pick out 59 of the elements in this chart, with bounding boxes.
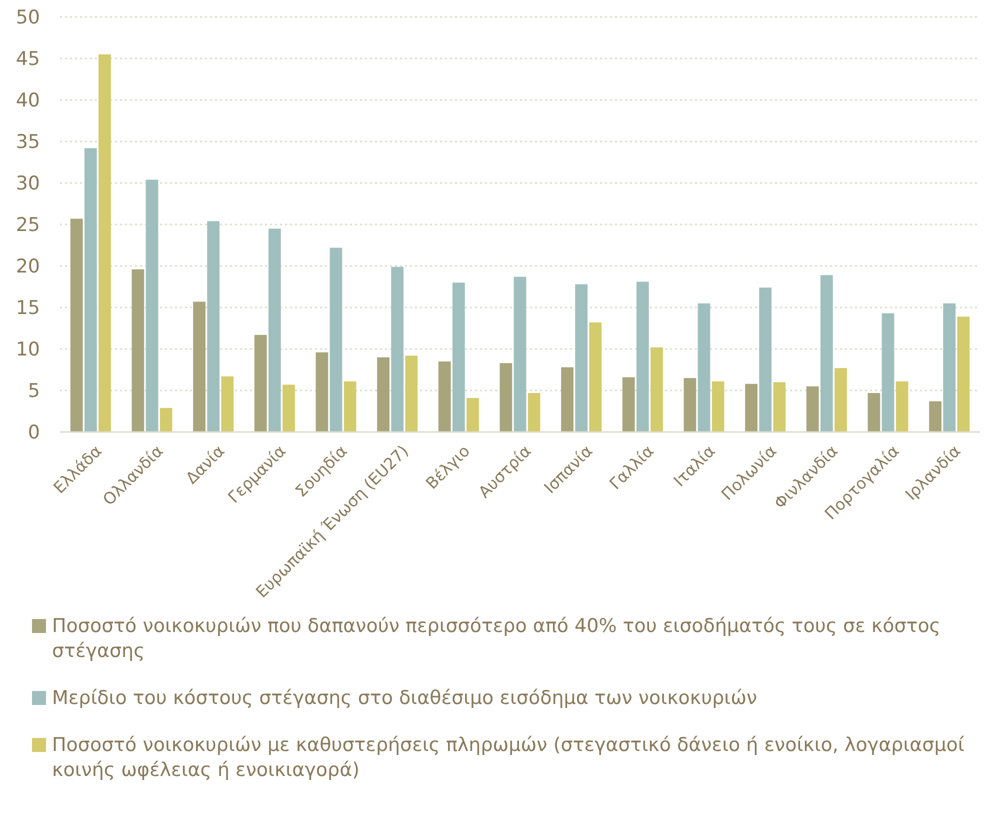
- bar: [70, 218, 83, 432]
- y-tick-label: 0: [28, 422, 40, 444]
- bar: [636, 282, 649, 432]
- bar: [882, 313, 894, 432]
- bar: [98, 54, 111, 432]
- bar: [466, 398, 479, 432]
- legend-label: Ποσοστό νοικοκυριών με καθυστερήσεις πληρωμών (στεγαστικό δάνειο ή ενοίκιο, λογαριασμοί κοινής ωφέλειας ή ενοικιαγορά): [52, 734, 965, 781]
- bar: [132, 269, 144, 432]
- y-tick-label: 40: [16, 90, 40, 112]
- bar: [698, 303, 710, 432]
- bar: [207, 221, 220, 432]
- y-tick-label: 20: [16, 256, 40, 278]
- y-tick-label: 35: [16, 131, 40, 154]
- bar: [650, 347, 663, 432]
- bar: [589, 322, 602, 432]
- legend-label: Μερίδιο του κόστους στέγασης στο διαθέσιμο εισόδημα των νοικοκυριών: [52, 687, 758, 709]
- bar: [745, 384, 758, 432]
- bar: [438, 361, 451, 432]
- bar: [896, 381, 908, 432]
- bar: [221, 376, 234, 432]
- bar: [500, 363, 512, 432]
- y-tick-label: 45: [16, 48, 40, 70]
- bar: [773, 382, 786, 432]
- bar: [316, 352, 328, 432]
- bar: [528, 392, 540, 432]
- bar: [84, 148, 97, 432]
- bar: [282, 384, 295, 432]
- y-tick-label: 25: [16, 214, 40, 236]
- bar: [405, 356, 418, 432]
- bar: [684, 378, 696, 432]
- y-tick-label: 10: [16, 338, 40, 361]
- bar: [146, 180, 158, 432]
- bar: [712, 381, 724, 432]
- bar: [254, 334, 267, 432]
- bar: [330, 248, 342, 432]
- bar: [943, 303, 956, 432]
- y-tick-label: 5: [28, 380, 40, 402]
- bar: [377, 357, 390, 432]
- y-tick-label: 50: [16, 6, 40, 29]
- bar: [452, 282, 465, 432]
- bar: [391, 266, 404, 432]
- bar: [957, 316, 970, 432]
- bar: [193, 302, 206, 432]
- bar: [834, 368, 847, 432]
- y-tick-label: 15: [16, 297, 40, 320]
- legend-label: Ποσοστό νοικοκυριών που δαπανούν περισσότερο από 40% του εισοδήματός τους σε κόστος στέγασης: [52, 615, 940, 662]
- bar: [622, 377, 635, 432]
- bar: [759, 288, 772, 432]
- bar: [514, 276, 526, 432]
- y-tick-label: 30: [16, 172, 40, 195]
- bar: [344, 381, 356, 432]
- bar: [561, 367, 574, 432]
- bar: [820, 275, 833, 432]
- bar: [160, 408, 172, 432]
- bar: [868, 392, 880, 432]
- bar: [268, 228, 281, 432]
- bar: [929, 401, 942, 432]
- bar: [575, 284, 588, 432]
- bar: [806, 386, 819, 432]
